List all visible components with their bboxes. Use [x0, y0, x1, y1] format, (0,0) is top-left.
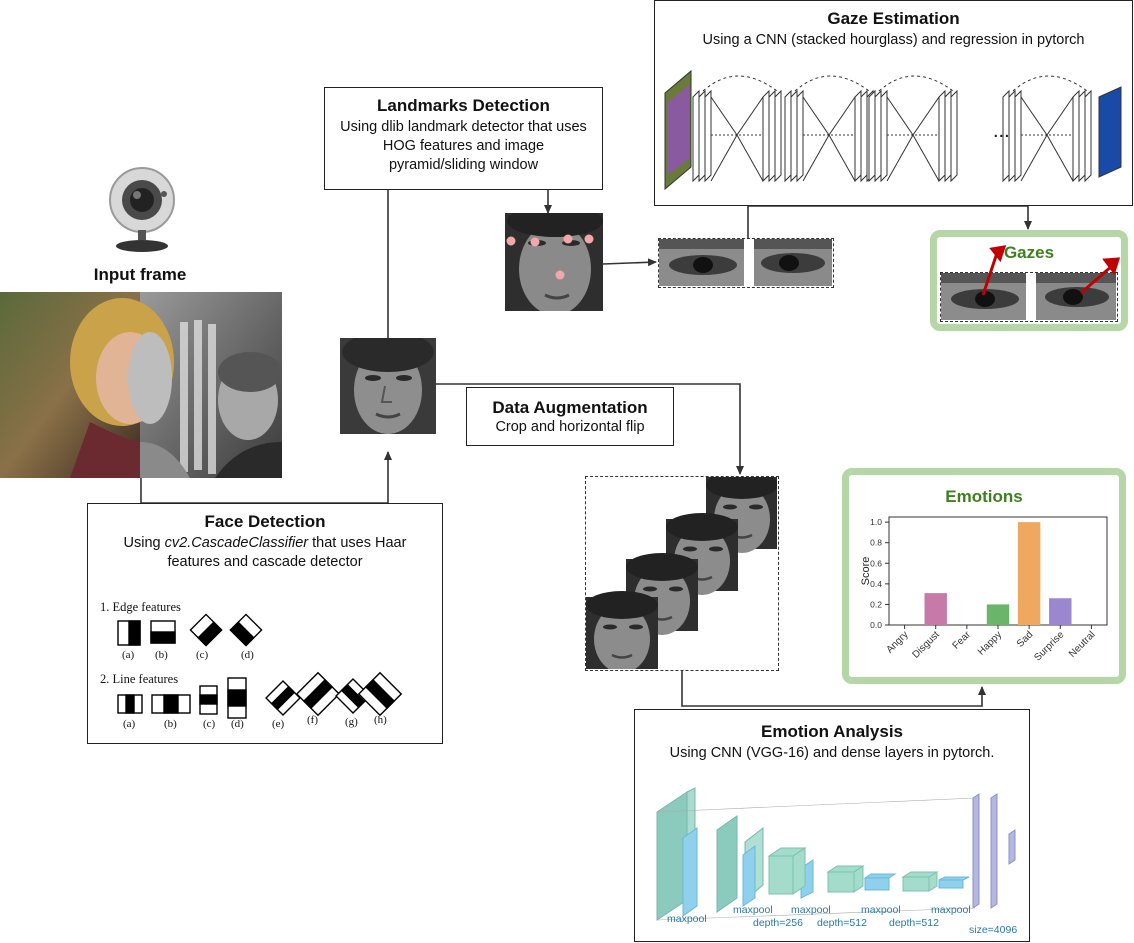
line-label: (c)	[203, 718, 216, 730]
face-detection-title: Face Detection	[204, 512, 326, 531]
emotions-panel: Emotions 0.0 0.2 0.4 0.6 0.8 1.0 Score Angry Dis…	[842, 468, 1126, 684]
input-frame-label: Input frame	[93, 265, 187, 284]
vgg-label: maxpool	[667, 913, 707, 925]
vgg-label: depth=256	[753, 917, 803, 929]
gazes-panel: Gazes	[930, 230, 1128, 331]
line-label: (d)	[231, 718, 244, 730]
vgg-label: maxpool	[733, 904, 773, 916]
y-tick-label: 0.6	[870, 558, 882, 568]
edge-label: (d)	[241, 649, 254, 661]
hourglass-module	[784, 75, 874, 183]
landmarks-detection-box: Landmarks Detection Using dlib landmark …	[324, 87, 603, 190]
cropped-face-image	[340, 338, 436, 434]
augmented-faces	[585, 471, 779, 673]
gaze-estimation-title: Gaze Estimation	[827, 9, 960, 28]
edge-label: (a)	[122, 649, 135, 661]
x-tick-label: Neutral	[1067, 629, 1098, 660]
bar-disgust	[924, 593, 947, 625]
bar-surprise	[1049, 598, 1072, 625]
x-tick-label: Fear	[951, 629, 974, 652]
y-tick-label: 1.0	[870, 517, 882, 527]
emotions-title: Emotions	[945, 487, 1023, 506]
edge-label: (b)	[155, 649, 168, 661]
emotion-analysis-title: Emotion Analysis	[760, 722, 903, 741]
augmented-face	[586, 591, 658, 673]
x-tick-label: Angry	[884, 629, 910, 655]
vgg-label: depth=512	[889, 917, 939, 929]
x-tick-label: Happy	[976, 629, 1004, 657]
line-label: (b)	[164, 718, 177, 730]
hourglass-module	[868, 75, 958, 183]
edge-label: (c)	[196, 649, 209, 661]
edge-features-heading: 1. Edge features	[100, 600, 181, 614]
data-augmentation-title: Data Augmentation	[492, 398, 648, 417]
y-axis-label: Score	[860, 557, 872, 586]
vgg-label: maxpool	[791, 904, 831, 916]
gaze-estimation-description: Using a CNN (stacked hourglass) and regr…	[702, 32, 1085, 48]
data-augmentation-description: Crop and horizontal flip	[495, 419, 645, 435]
eye-crops	[658, 238, 834, 288]
data-augmentation-box: Data Augmentation Crop and horizontal fl…	[466, 387, 674, 446]
hourglass-module	[692, 75, 782, 183]
line-label: (a)	[123, 718, 136, 730]
emotion-analysis-description: Using CNN (VGG-16) and dense layers in p…	[669, 745, 995, 761]
landmarks-detection-description: Using dlib landmark detector that uses H…	[340, 119, 587, 173]
y-tick-label: 0.4	[870, 579, 882, 589]
vgg-label: maxpool	[861, 904, 901, 916]
y-tick-label: 0.2	[870, 599, 882, 609]
x-tick-label: Sad	[1015, 629, 1035, 649]
gaze-estimation-box: Gaze Estimation Using a CNN (stacked hou…	[654, 0, 1133, 206]
line-label: (g)	[345, 716, 358, 728]
landmark-face-image	[505, 213, 603, 311]
hourglass-module	[1002, 75, 1092, 183]
gaze-arrows	[981, 245, 1121, 296]
line-label: (e)	[272, 718, 285, 730]
vgg-label: depth=512	[817, 917, 867, 929]
x-tick-label: Disgust	[910, 629, 942, 661]
bar-happy	[986, 604, 1010, 625]
vgg16-network: maxpool maxpool maxpool maxpool maxpool …	[656, 787, 1017, 936]
gaze-network-ellipsis: ...	[993, 120, 1010, 142]
vgg-label: maxpool	[931, 904, 971, 916]
line-features-heading: 2. Line features	[100, 672, 179, 686]
gaze-eye-crops	[940, 272, 1118, 322]
landmarks-detection-title: Landmarks Detection	[377, 96, 550, 115]
y-tick-label: 0.0	[870, 620, 882, 630]
face-detection-box: Face Detection Using cv2.CascadeClassifi…	[87, 503, 443, 744]
line-label: (h)	[374, 714, 387, 726]
emotion-analysis-box: Emotion Analysis Using CNN (VGG-16) and …	[634, 709, 1030, 942]
face-detection-description: Using cv2.CascadeClassifier that uses Ha…	[123, 535, 407, 570]
gazes-title: Gazes	[1003, 243, 1055, 262]
line-label: (f)	[307, 714, 318, 726]
y-tick-label: 0.8	[870, 538, 882, 548]
vgg-label: size=4096	[969, 924, 1017, 936]
webcam-icon	[104, 162, 180, 254]
bar-sad	[1017, 522, 1041, 625]
haar-features-illustration	[117, 613, 403, 719]
input-frame-image	[0, 292, 282, 478]
emotion-bar-chart: 0.0 0.2 0.4 0.6 0.8 1.0 Score Angry Disgust Fear H…	[860, 516, 1108, 663]
x-tick-label: Surprise	[1032, 629, 1066, 663]
stacked-hourglass-network: ...	[664, 69, 1122, 191]
